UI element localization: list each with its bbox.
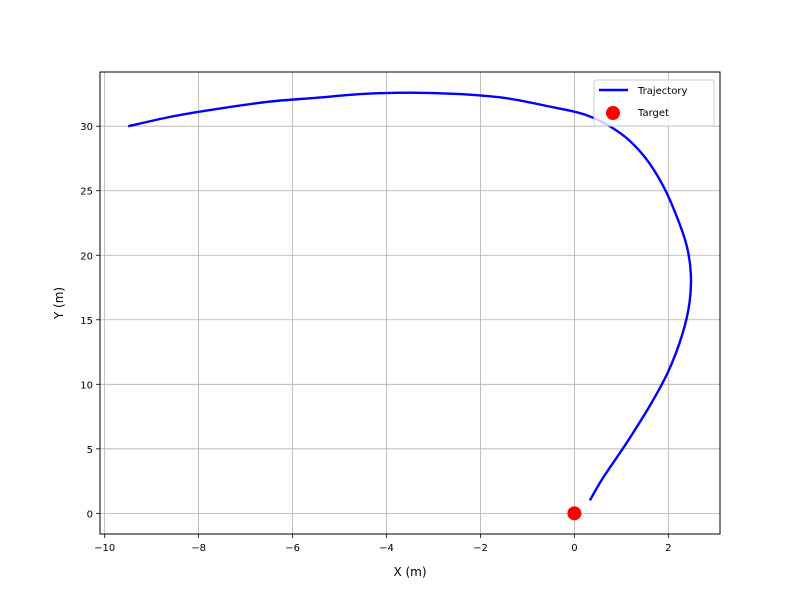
x-tick-label: −10: [94, 543, 115, 554]
x-axis-label: X (m): [393, 565, 426, 579]
y-axis-label: Y (m): [52, 287, 66, 320]
x-tick-label: −6: [285, 543, 300, 554]
y-tick-label: 25: [80, 187, 93, 198]
y-tick-label: 10: [80, 380, 93, 391]
grid: [100, 72, 720, 534]
legend-target-label: Target: [637, 108, 669, 119]
x-tick-label: 0: [571, 543, 577, 554]
y-tick-label: 15: [80, 316, 93, 327]
trajectory-line: [127, 91, 693, 502]
y-tick-label: 20: [80, 251, 93, 262]
legend-trajectory-label: Trajectory: [637, 86, 687, 97]
y-tick-label: 5: [87, 445, 93, 456]
legend-box: [593, 79, 715, 127]
axes-frame: [99, 71, 721, 535]
x-tick-label: −4: [379, 543, 394, 554]
legend: Trajectory Target: [593, 79, 715, 127]
legend-target-swatch: [606, 106, 620, 120]
target-point: [567, 506, 582, 521]
y-tick-label: 0: [87, 509, 93, 520]
plot-area: [127, 91, 693, 521]
y-tick-label: 30: [80, 122, 93, 133]
x-tick-label: −2: [473, 543, 488, 554]
x-tick-label: 2: [665, 543, 671, 554]
x-tick-label: −8: [191, 543, 206, 554]
